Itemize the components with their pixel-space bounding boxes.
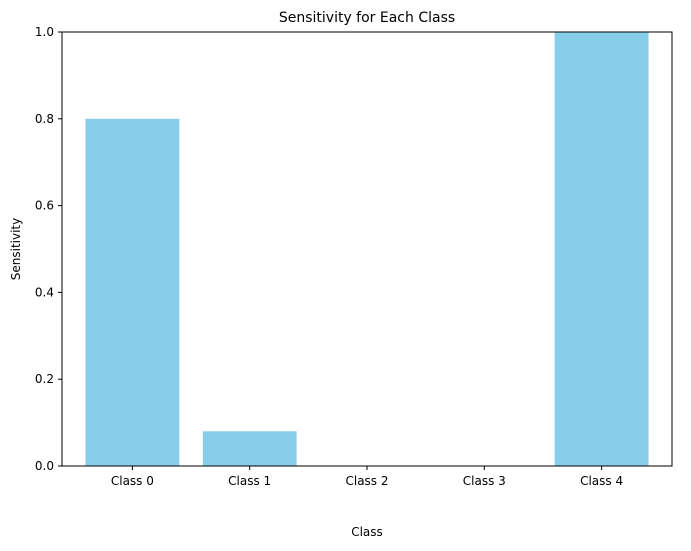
x-tick-label: Class 1 (228, 474, 271, 488)
x-axis-ticks: Class 0 Class 1 Class 2 Class 3 Class 4 (111, 466, 623, 488)
x-tick-label: Class 4 (580, 474, 623, 488)
x-tick-label: Class 0 (111, 474, 154, 488)
y-axis-ticks: 0.0 0.2 0.4 0.6 0.8 1.0 (35, 25, 62, 473)
y-axis-label: Sensitivity (9, 218, 23, 280)
y-tick-label: 0.0 (35, 459, 54, 473)
y-tick-label: 0.2 (35, 372, 54, 386)
x-tick-label: Class 3 (463, 474, 506, 488)
y-tick-label: 0.8 (35, 112, 54, 126)
bar-class-1 (202, 431, 297, 466)
bars-layer (85, 32, 649, 467)
chart-title: Sensitivity for Each Class (279, 10, 455, 26)
y-tick-label: 1.0 (35, 25, 54, 39)
x-tick-label: Class 2 (345, 474, 388, 488)
plot-frame (61, 31, 673, 467)
bar-class-0 (85, 118, 180, 467)
x-axis-label: Class (351, 525, 383, 539)
y-tick-label: 0.6 (35, 199, 54, 213)
bar-class-4 (554, 32, 649, 466)
y-tick-label: 0.4 (35, 285, 54, 299)
